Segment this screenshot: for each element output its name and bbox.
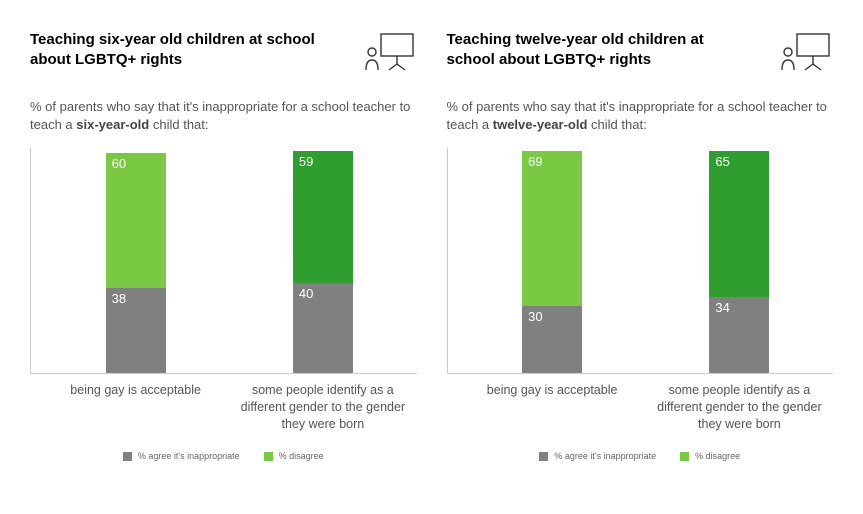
legend: % agree it's inappropriate % disagree: [447, 451, 834, 461]
bar-group: 34 65: [646, 151, 833, 374]
bars-wrapper: 30 69 34 65: [447, 148, 834, 373]
segment-disagree: 59: [293, 151, 353, 284]
x-label: some people identify as a different gend…: [646, 382, 833, 433]
segment-disagree: 60: [106, 153, 166, 288]
teacher-board-icon: [361, 30, 417, 74]
chart-container: Teaching six-year old children at school…: [0, 0, 863, 481]
x-axis: [447, 373, 834, 374]
subtitle-bold: six-year-old: [76, 117, 149, 132]
segment-agree: 38: [106, 288, 166, 374]
panel-six-year: Teaching six-year old children at school…: [30, 30, 417, 461]
value-label: 40: [299, 286, 313, 301]
bar-stack: 30 69: [522, 151, 582, 374]
legend-label: % agree it's inappropriate: [138, 451, 240, 461]
legend-swatch: [539, 452, 548, 461]
bar-group: 30 69: [459, 151, 646, 374]
value-label: 59: [299, 154, 313, 169]
panel-subtitle: % of parents who say that it's inappropr…: [30, 98, 417, 134]
panel-header: Teaching six-year old children at school…: [30, 30, 417, 74]
panel-twelve-year: Teaching twelve-year old children at sch…: [447, 30, 834, 461]
value-label: 65: [715, 154, 729, 169]
x-label: being gay is acceptable: [42, 382, 229, 433]
bar-stack: 34 65: [709, 151, 769, 374]
value-label: 30: [528, 309, 542, 324]
bars-wrapper: 38 60 40 59: [30, 148, 417, 373]
legend-swatch: [680, 452, 689, 461]
x-axis: [30, 373, 417, 374]
legend-item-agree: % agree it's inappropriate: [539, 451, 656, 461]
x-label: some people identify as a different gend…: [229, 382, 416, 433]
panel-subtitle: % of parents who say that it's inappropr…: [447, 98, 834, 134]
bar-stack: 40 59: [293, 151, 353, 374]
segment-agree: 40: [293, 283, 353, 373]
y-axis: [30, 148, 31, 373]
segment-disagree: 65: [709, 151, 769, 297]
legend-swatch: [264, 452, 273, 461]
legend-item-disagree: % disagree: [264, 451, 324, 461]
subtitle-bold: twelve-year-old: [493, 117, 588, 132]
legend-item-disagree: % disagree: [680, 451, 740, 461]
legend-label: % disagree: [279, 451, 324, 461]
x-labels: being gay is acceptable some people iden…: [30, 382, 417, 433]
x-labels: being gay is acceptable some people iden…: [447, 382, 834, 433]
segment-disagree: 69: [522, 151, 582, 306]
bar-group: 40 59: [229, 151, 416, 374]
subtitle-post: child that:: [149, 117, 208, 132]
legend-item-agree: % agree it's inappropriate: [123, 451, 240, 461]
value-label: 60: [112, 156, 126, 171]
legend-label: % disagree: [695, 451, 740, 461]
legend: % agree it's inappropriate % disagree: [30, 451, 417, 461]
chart-area: 30 69 34 65: [447, 148, 834, 373]
bar-group: 38 60: [42, 153, 229, 374]
chart-area: 38 60 40 59: [30, 148, 417, 373]
subtitle-post: child that:: [587, 117, 646, 132]
value-label: 38: [112, 291, 126, 306]
panel-title: Teaching six-year old children at school…: [30, 30, 320, 69]
segment-agree: 34: [709, 297, 769, 374]
segment-agree: 30: [522, 306, 582, 374]
value-label: 34: [715, 300, 729, 315]
legend-swatch: [123, 452, 132, 461]
panel-header: Teaching twelve-year old children at sch…: [447, 30, 834, 74]
panel-title: Teaching twelve-year old children at sch…: [447, 30, 737, 69]
bar-stack: 38 60: [106, 153, 166, 374]
y-axis: [447, 148, 448, 373]
legend-label: % agree it's inappropriate: [554, 451, 656, 461]
value-label: 69: [528, 154, 542, 169]
x-label: being gay is acceptable: [459, 382, 646, 433]
teacher-board-icon: [777, 30, 833, 74]
